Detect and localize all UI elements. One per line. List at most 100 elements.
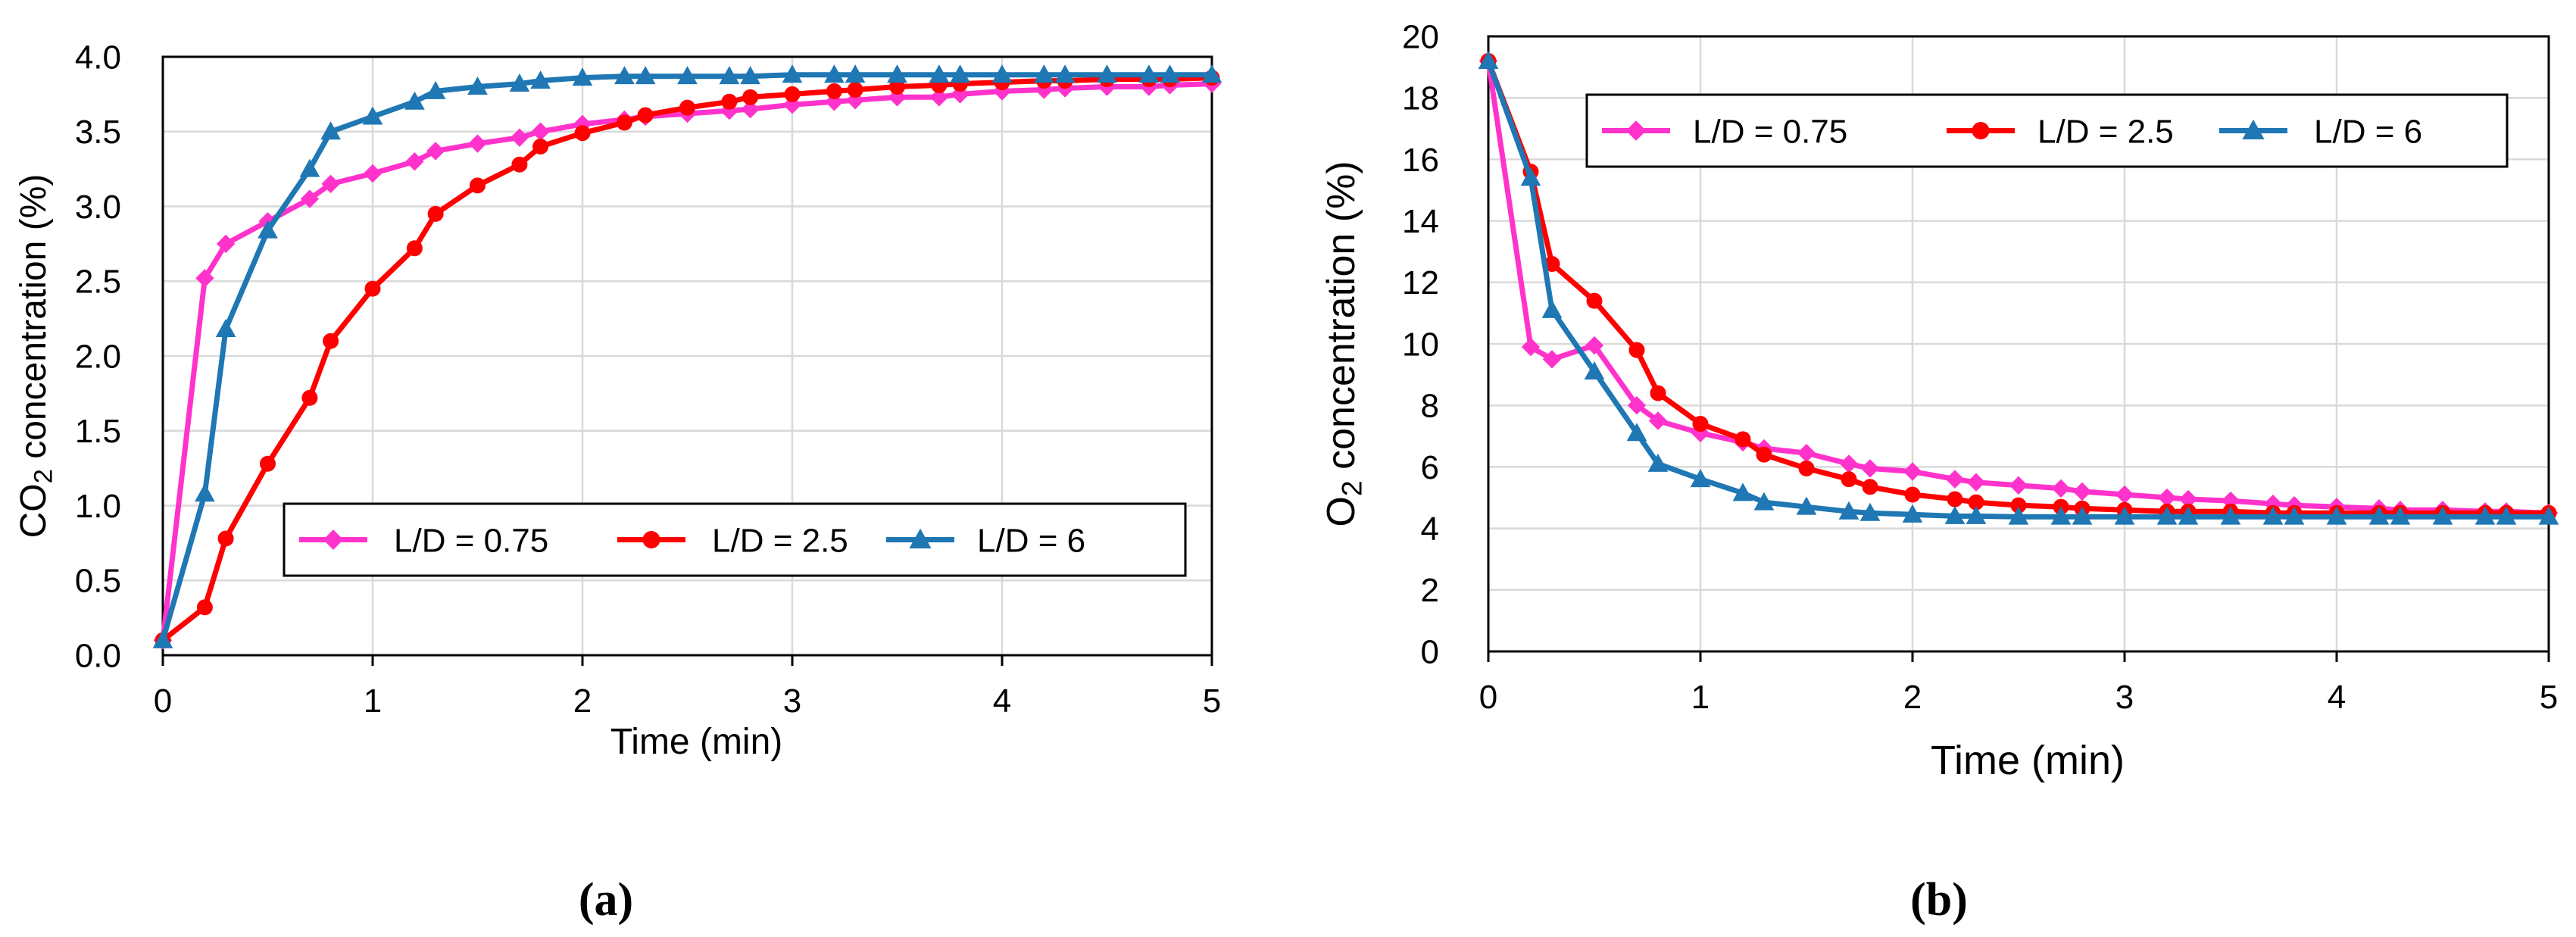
data-point bbox=[2009, 476, 2028, 495]
y-tick-label: 2.5 bbox=[75, 264, 121, 301]
data-point bbox=[530, 70, 551, 89]
data-point bbox=[1541, 299, 1563, 318]
data-point bbox=[216, 234, 236, 254]
data-point bbox=[363, 164, 382, 183]
data-point bbox=[1841, 471, 1857, 488]
data-point bbox=[300, 189, 320, 208]
data-point bbox=[426, 142, 445, 161]
y-tick-label: 0.0 bbox=[75, 637, 121, 674]
y-tick-label: 0 bbox=[1421, 633, 1439, 670]
x-tick-label: 4 bbox=[993, 682, 1011, 720]
legend-label: L/D = 2.5 bbox=[712, 522, 848, 559]
data-point bbox=[1860, 459, 1880, 478]
data-point bbox=[1201, 64, 1222, 83]
legend-label: L/D = 6 bbox=[2314, 113, 2422, 150]
data-point bbox=[427, 205, 444, 222]
data-point bbox=[152, 629, 173, 648]
y-tick-label: 3.5 bbox=[75, 114, 121, 151]
data-point bbox=[1628, 342, 1645, 358]
panel-label: (b) bbox=[1910, 874, 1968, 926]
data-point bbox=[742, 89, 759, 105]
data-point bbox=[2368, 506, 2390, 525]
data-point bbox=[531, 122, 550, 141]
data-point bbox=[2475, 506, 2496, 525]
data-point bbox=[320, 121, 341, 140]
data-point bbox=[2050, 506, 2072, 525]
chart-panel-a: 0 1 2 3 4 5 0.0 0.5 1.0 1.5 2.0 2.5 3.0 3.5 4.0 Time (m… bbox=[14, 39, 1222, 926]
y-tick-label: 12 bbox=[1402, 264, 1439, 301]
data-point bbox=[2262, 506, 2284, 525]
legend-label: L/D = 6 bbox=[977, 522, 1085, 559]
data-point bbox=[362, 106, 383, 125]
data-point bbox=[2220, 506, 2241, 525]
data-point bbox=[845, 64, 866, 83]
data-point bbox=[258, 220, 278, 239]
data-point bbox=[2538, 506, 2559, 525]
x-tick-label: 0 bbox=[154, 682, 172, 720]
data-point bbox=[468, 134, 487, 153]
y-axis-label-subscript: 2 bbox=[30, 469, 58, 483]
data-point bbox=[404, 91, 425, 110]
data-point bbox=[195, 269, 214, 288]
legend: L/D = 0.75 L/D = 2.5 L/D = 6 bbox=[283, 502, 1187, 577]
data-point bbox=[260, 455, 276, 472]
x-tick-label: 3 bbox=[2115, 679, 2134, 716]
data-point bbox=[406, 240, 423, 257]
panel-label: (a) bbox=[579, 874, 633, 926]
data-point bbox=[215, 318, 236, 337]
plot-frame bbox=[1487, 35, 2550, 653]
data-point bbox=[1034, 64, 1054, 83]
data-point bbox=[719, 66, 740, 85]
data-point bbox=[1947, 491, 1963, 508]
data-point bbox=[195, 483, 215, 502]
data-point bbox=[826, 83, 842, 99]
data-point bbox=[425, 80, 446, 99]
data-point bbox=[637, 107, 654, 123]
data-point bbox=[1520, 167, 1541, 186]
data-point bbox=[1859, 502, 1881, 521]
data-point bbox=[991, 64, 1013, 83]
data-point bbox=[1735, 431, 1751, 448]
data-point bbox=[1648, 411, 1668, 430]
data-point bbox=[1586, 292, 1603, 309]
data-point bbox=[1966, 473, 1986, 492]
data-point bbox=[1138, 64, 1160, 83]
y-tick-label: 10 bbox=[1402, 326, 1439, 363]
data-point bbox=[217, 530, 234, 547]
data-point bbox=[679, 99, 695, 116]
plot-frame bbox=[161, 55, 1213, 657]
data-point bbox=[1904, 486, 1921, 503]
series-3 bbox=[152, 64, 1222, 648]
y-tick-label: 4.0 bbox=[75, 39, 121, 76]
data-point bbox=[741, 99, 760, 119]
data-point bbox=[470, 177, 486, 194]
x-tick-label: 4 bbox=[2328, 679, 2346, 716]
data-point bbox=[1542, 350, 1562, 369]
y-tick-label: 3.0 bbox=[75, 189, 121, 226]
y-axis-label-rest: concentration (%) bbox=[14, 174, 54, 470]
legend-box bbox=[1585, 93, 2509, 168]
y-tick-label: 0.5 bbox=[75, 563, 121, 600]
data-point bbox=[2496, 506, 2517, 525]
y-axis-label: CO2 concentration (%) bbox=[14, 174, 58, 539]
series-3 bbox=[1478, 50, 2559, 525]
data-point bbox=[405, 152, 424, 171]
y-axis-label-rest: concentration (%) bbox=[1319, 161, 1363, 480]
data-point bbox=[323, 333, 339, 349]
legend: L/D = 0.75 L/D = 2.5 L/D = 6 bbox=[1585, 93, 2509, 168]
data-point bbox=[2051, 479, 2071, 498]
data-point bbox=[614, 66, 635, 85]
data-point bbox=[2390, 506, 2411, 525]
data-point bbox=[677, 66, 698, 85]
data-point bbox=[1097, 64, 1117, 83]
data-point bbox=[1584, 361, 1605, 380]
x-tick-label: 3 bbox=[783, 682, 801, 720]
x-tick-label: 5 bbox=[1203, 682, 1221, 720]
y-tick-label: 2 bbox=[1421, 572, 1439, 609]
legend-swatch-marker bbox=[1972, 122, 1990, 139]
data-point bbox=[950, 64, 970, 83]
legend-swatch-marker bbox=[909, 528, 932, 548]
data-point bbox=[511, 156, 528, 173]
